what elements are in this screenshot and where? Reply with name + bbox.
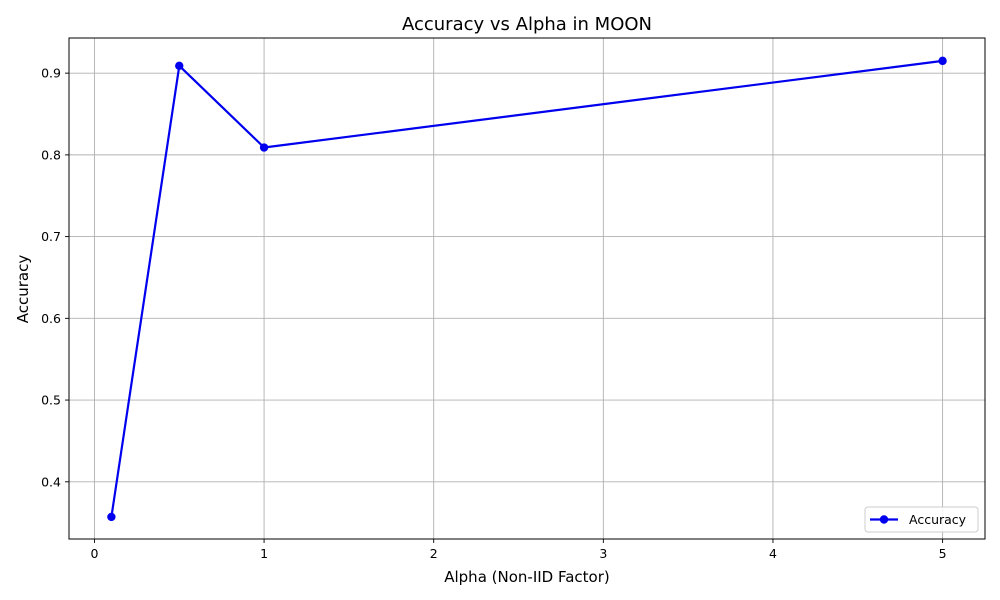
y-tick-label: 0.8: [41, 147, 61, 162]
series-line-accuracy: [110, 59, 943, 518]
legend-marker-swatch: [879, 515, 889, 524]
data-point: [938, 56, 947, 66]
legend-label: Accuracy: [909, 512, 967, 527]
series-layer: [107, 56, 947, 522]
x-tick-label: 1: [260, 546, 268, 561]
ticks: 0 1 2 3 4 5 0.4 0.5 0.6 0.7 0.8 0.9: [41, 66, 946, 561]
data-point: [259, 143, 269, 152]
x-tick-label: 2: [430, 546, 438, 561]
data-point: [107, 512, 116, 522]
y-tick-label: 0.7: [41, 229, 61, 244]
y-axis-label: Accuracy: [14, 255, 32, 324]
data-point: [175, 61, 184, 70]
legend: Accuracy: [864, 506, 979, 533]
x-tick-label: 4: [769, 546, 777, 561]
x-tick-label: 3: [599, 546, 607, 561]
chart-title: Accuracy vs Alpha in MOON: [402, 14, 652, 35]
x-tick-label: 5: [939, 546, 947, 561]
y-tick-label: 0.6: [41, 311, 61, 326]
grid: [69, 38, 985, 539]
y-tick-label: 0.9: [41, 66, 61, 81]
plot-frame: [68, 37, 986, 540]
y-tick-label: 0.5: [41, 393, 61, 408]
legend-box: [864, 506, 979, 533]
y-tick-label: 0.4: [41, 474, 61, 489]
x-axis-label: Alpha (Non-IID Factor): [444, 568, 610, 586]
x-tick-label: 0: [90, 546, 98, 561]
